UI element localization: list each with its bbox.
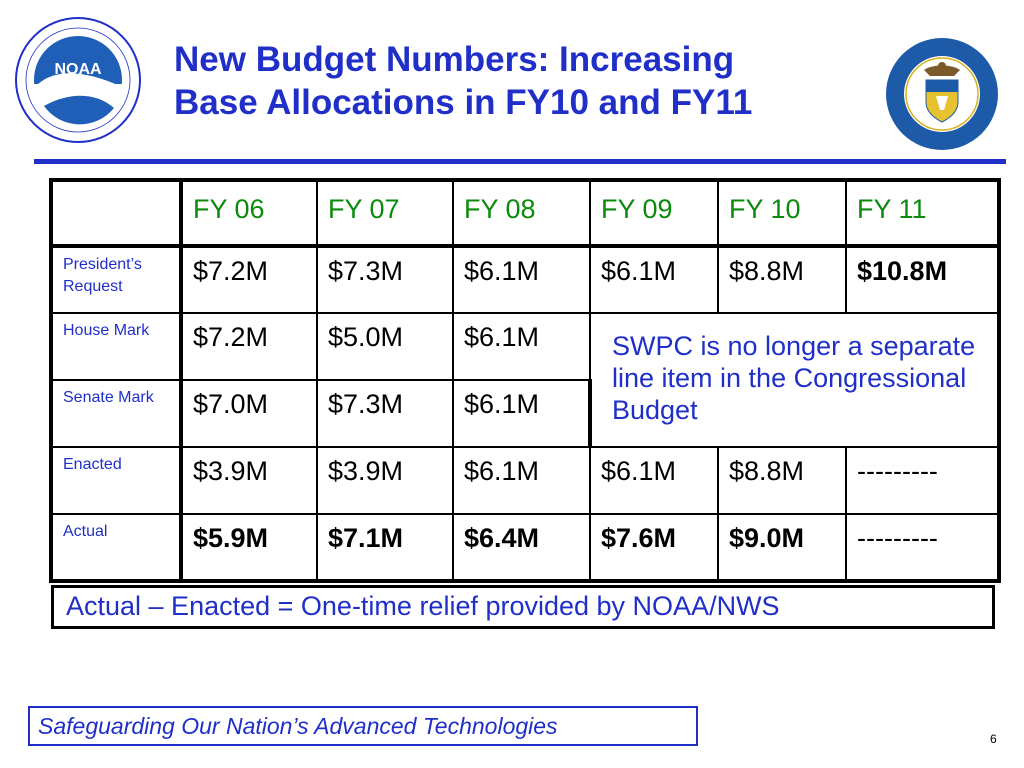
table-cell: $3.9M [316,446,454,515]
table-cell: $6.1M [452,379,592,448]
footer-text: Safeguarding Our Nation’s Advanced Techn… [38,713,558,739]
row-label: Enacted [49,446,183,515]
table-cell: $5.0M [316,312,454,381]
table-row: House Mark $7.2M $5.0M $6.1M SWPC is no … [49,312,1001,448]
year-header: FY 07 [316,178,454,248]
table-cell: $6.1M [589,245,719,314]
table-cell: $6.1M [589,446,719,515]
table-cell: --------- [845,513,1001,583]
table-cell: $5.9M [180,513,318,583]
corner-cell [49,178,183,248]
table-row: Actual $5.9M $7.1M $6.4M $7.6M $9.0M ---… [49,513,1001,583]
table-cell: $7.6M [589,513,719,583]
year-header: FY 11 [845,178,1001,248]
table-cell: $7.3M [316,379,454,448]
table-cell: $10.8M [845,245,1001,314]
commerce-seal-logo [886,38,998,150]
svg-text:NOAA: NOAA [54,61,102,78]
swpc-note: SWPC is no longer a separate line item i… [589,312,1001,448]
table-cell: $7.3M [316,245,454,314]
table-cell: $6.1M [452,312,591,381]
table-cell: $6.4M [452,513,591,583]
table-cell: $6.1M [452,245,591,314]
footer-banner: Safeguarding Our Nation’s Advanced Techn… [28,706,698,746]
table-cell: $7.2M [180,312,318,381]
relief-note-text: Actual – Enacted = One-time relief provi… [66,591,780,621]
row-label: President’s Request [49,245,183,314]
table-cell: $7.1M [316,513,454,583]
slide-title: New Budget Numbers: Increasing Base Allo… [174,38,874,124]
row-label: Senate Mark [49,379,183,448]
table-cell: $6.1M [452,446,591,515]
row-label: House Mark [49,312,183,381]
noaa-logo: NOAA [15,17,141,143]
table-header-row: FY 06 FY 07 FY 08 FY 09 FY 10 FY 11 [49,178,1001,248]
year-header: FY 08 [452,178,591,248]
budget-table: FY 06 FY 07 FY 08 FY 09 FY 10 FY 11 Pres… [49,178,1001,583]
relief-note-box: Actual – Enacted = One-time relief provi… [51,585,995,629]
table-cell: $8.8M [717,245,847,314]
table-cell: --------- [845,446,1001,515]
year-header: FY 09 [589,178,719,248]
title-divider [34,159,1006,164]
table-cell: $7.0M [180,379,318,448]
table-cell: $9.0M [717,513,847,583]
title-line-2: Base Allocations in FY10 and FY11 [174,83,753,122]
year-header: FY 06 [180,178,318,248]
row-label: Actual [49,513,183,583]
year-header: FY 10 [717,178,847,248]
page-number: 6 [990,732,997,746]
table-row: Enacted $3.9M $3.9M $6.1M $6.1M $8.8M --… [49,446,1001,515]
table-row: President’s Request $7.2M $7.3M $6.1M $6… [49,245,1001,314]
table-row: Senate Mark $7.0M $7.3M $6.1M [49,379,999,448]
table-cell: $8.8M [717,446,847,515]
table-cell: $3.9M [180,446,318,515]
title-line-1: New Budget Numbers: Increasing [174,40,735,79]
table-cell: $7.2M [180,245,318,314]
